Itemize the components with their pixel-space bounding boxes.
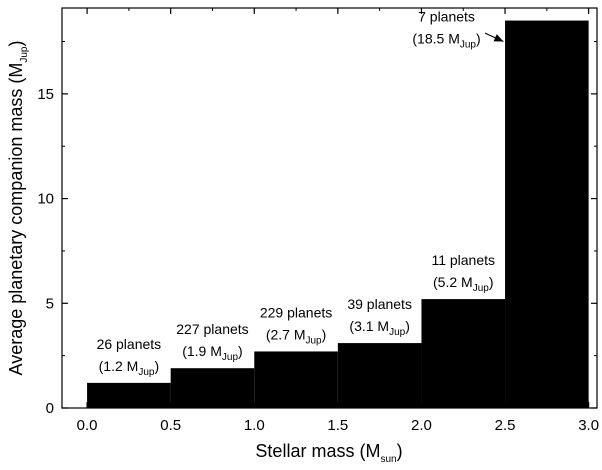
y-tick-label: 10 [37, 191, 54, 208]
arrow-head [493, 34, 504, 42]
bin-count-label: 227 planets [176, 321, 248, 337]
bin-count-label: 229 planets [260, 304, 332, 320]
annotation-arrow [484, 32, 504, 43]
bar-3 [337, 343, 422, 408]
bin-count-label: 39 planets [347, 296, 412, 312]
y-tick-label: 0 [46, 400, 54, 417]
bin-count-label: 7 planets [418, 9, 475, 25]
x-tick-label: 0.5 [160, 417, 181, 434]
annotations-group: 26 planets (1.2 MJup) 227 planets (1.9 MJup… [97, 9, 495, 378]
bin-count-label: 26 planets [97, 336, 162, 352]
bar-2 [254, 351, 338, 408]
y-tick-label: 5 [46, 295, 54, 312]
plot-frame [61, 7, 598, 409]
bin-mass-label: (3.1 MJup) [349, 318, 409, 338]
bin-mass-label: (5.2 MJup) [433, 274, 493, 294]
bar-5 [505, 20, 589, 409]
y-tick-label: 15 [37, 86, 54, 103]
bin-count-label: 11 planets [431, 252, 495, 268]
bar-0 [87, 382, 171, 408]
bin-mass-label: (2.7 MJup) [266, 326, 326, 346]
tick-labels-group: 0.0 0.5 1.0 1.5 2.0 2.5 3.0 0 5 10 15 [37, 86, 599, 434]
x-tick-label: 1.0 [244, 417, 265, 434]
ticks-group [62, 8, 597, 409]
bars-group [87, 20, 589, 409]
x-tick-label: 0.0 [77, 417, 98, 434]
x-tick-label: 2.0 [411, 417, 432, 434]
bin-mass-label: (18.5 MJup) [412, 31, 480, 51]
x-tick-label: 1.5 [327, 417, 348, 434]
y-axis-label: Average planetary companion mass (MJup) [6, 41, 30, 376]
x-tick-label: 2.5 [495, 417, 516, 434]
x-axis-label: Stellar mass (Msun) [255, 441, 402, 465]
bin-mass-label: (1.9 MJup) [182, 343, 242, 363]
x-tick-label: 3.0 [578, 417, 599, 434]
bin-mass-label: (1.2 MJup) [99, 358, 159, 378]
bar-1 [170, 368, 255, 408]
bar-4 [421, 299, 506, 408]
